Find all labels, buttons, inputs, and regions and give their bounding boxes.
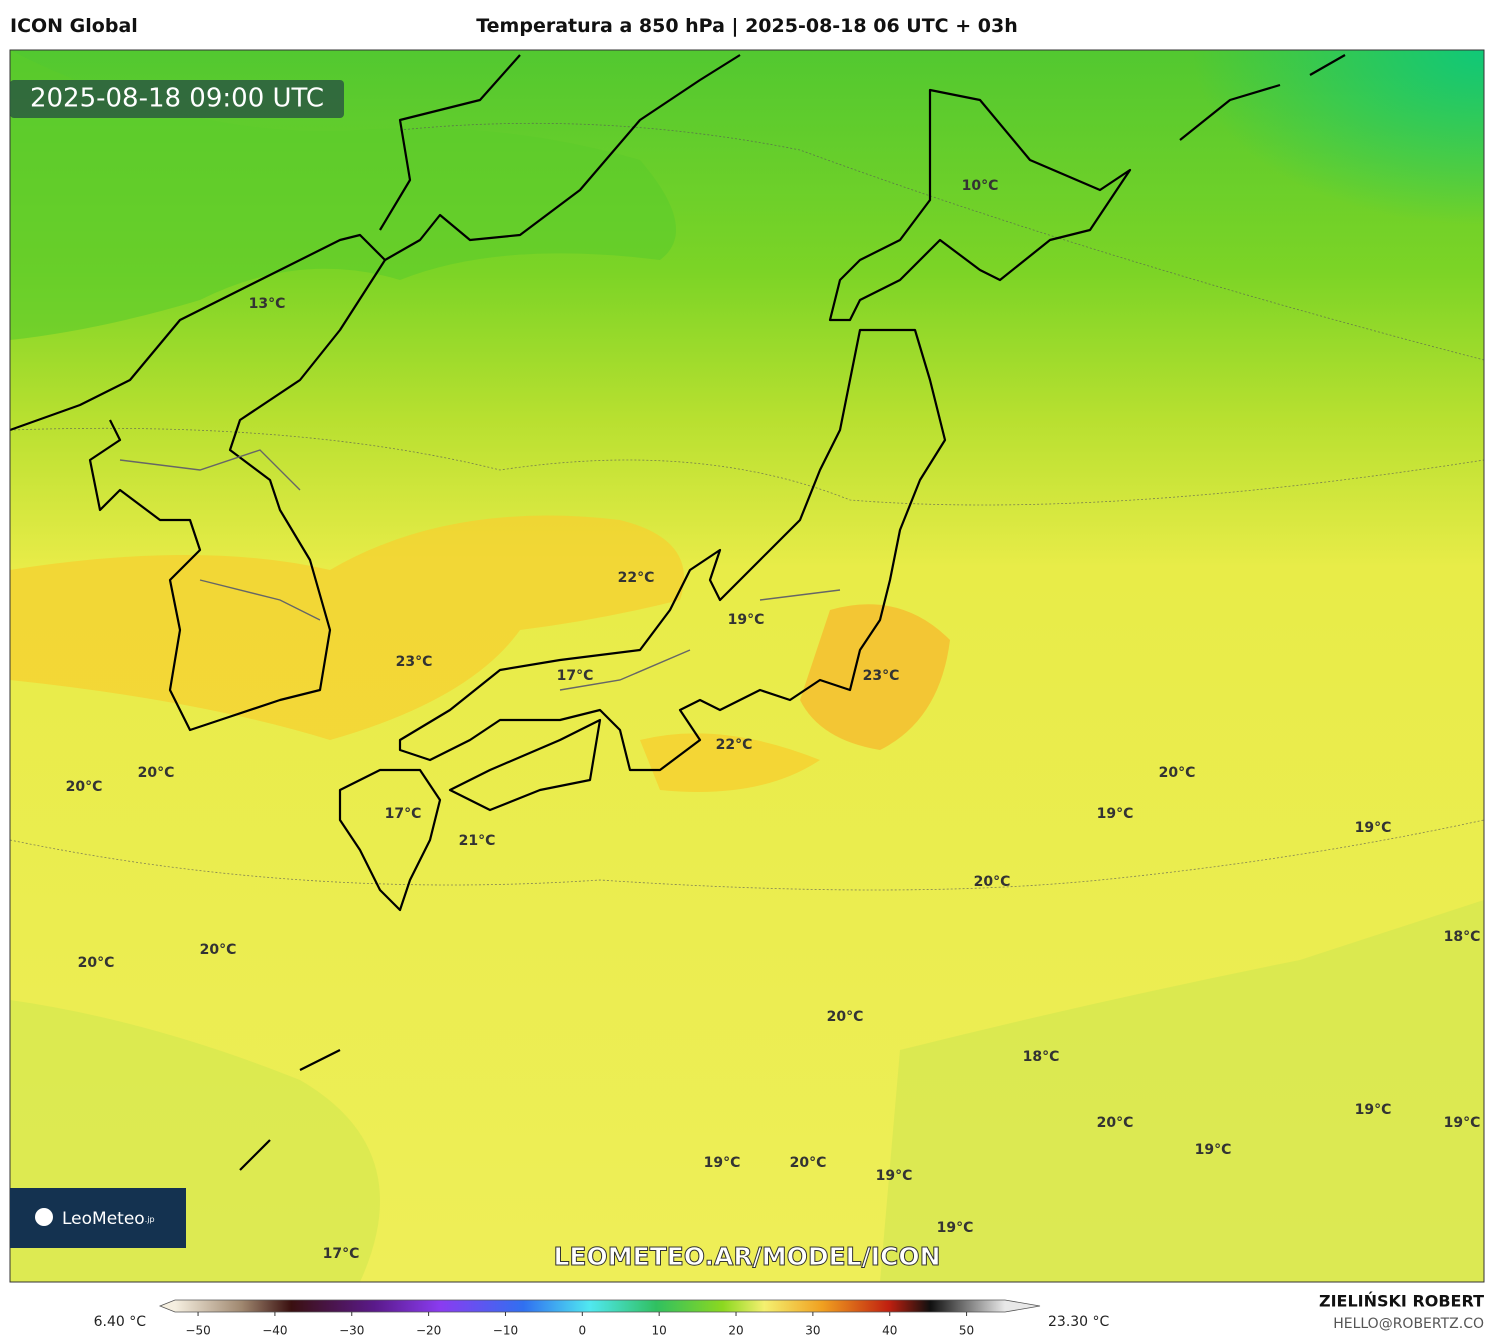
contour — [10, 427, 1484, 506]
temperature-label: 19°C — [704, 1155, 741, 1171]
temperature-label: 18°C — [1444, 929, 1481, 945]
colorbar-tick-label: 10 — [652, 1324, 667, 1338]
temperature-label: 20°C — [790, 1155, 827, 1171]
temperature-label: 17°C — [323, 1246, 360, 1262]
field-green — [10, 50, 676, 340]
field-cool — [880, 900, 1484, 1282]
temperature-label: 19°C — [1355, 1102, 1392, 1118]
colorbar-tick-label: 30 — [805, 1324, 820, 1338]
author: ZIELIŃSKI ROBERT — [1319, 1292, 1484, 1311]
email: HELLO@ROBERTZ.CO — [1333, 1316, 1484, 1332]
contour — [10, 819, 1484, 891]
temperature-label: 17°C — [385, 806, 422, 822]
map-title: Temperatura a 850 hPa | 2025-08-18 06 UT… — [476, 15, 1018, 37]
colorbar-tick-label: 40 — [882, 1324, 897, 1338]
temperature-label: 21°C — [459, 833, 496, 849]
temperature-label: 19°C — [728, 612, 765, 628]
coastline — [239, 1049, 341, 1171]
watermark: LEOMETEO.AR/MODEL/ICON — [553, 1242, 940, 1271]
temperature-label: 19°C — [1097, 806, 1134, 822]
colorbar-tick-label: 50 — [959, 1324, 974, 1338]
temperature-label: 20°C — [78, 955, 115, 971]
colorbar-tick-label: 0 — [578, 1324, 586, 1338]
logo-name: LeoMeteo — [62, 1209, 145, 1229]
temperature-label: 23°C — [863, 668, 900, 684]
logo-text: LeoMeteo.jp — [62, 1209, 155, 1229]
coastline — [1179, 54, 1346, 141]
temperature-label: 19°C — [876, 1168, 913, 1184]
map — [10, 50, 1484, 1282]
temperature-label: 17°C — [557, 668, 594, 684]
temperature-label: 10°C — [962, 178, 999, 194]
temperature-label: 18°C — [1023, 1049, 1060, 1065]
temperature-label: 20°C — [138, 765, 175, 781]
field-warm — [800, 604, 950, 750]
temperature-label: 13°C — [249, 296, 286, 312]
temperature-label: 20°C — [1159, 765, 1196, 781]
coastline — [379, 54, 521, 231]
temperature-label: 22°C — [618, 570, 655, 586]
colorbar-min: 6.40 °C — [94, 1314, 147, 1330]
admin-border — [119, 449, 841, 691]
temperature-label: 20°C — [827, 1009, 864, 1025]
temperature-label: 20°C — [974, 874, 1011, 890]
temperature-label: 19°C — [1355, 820, 1392, 836]
colorbar-tick-label: −30 — [339, 1324, 364, 1338]
temperature-label: 23°C — [396, 654, 433, 670]
temperature-label: 22°C — [716, 737, 753, 753]
field-warm — [640, 733, 820, 792]
colorbar-tick-label: −20 — [416, 1324, 441, 1338]
timestamp-box — [10, 80, 344, 118]
model-name: ICON Global — [10, 15, 138, 37]
field-cold — [900, 50, 1484, 400]
coastline — [88, 259, 386, 732]
temperature-label: 19°C — [937, 1220, 974, 1236]
temperature-label: 20°C — [200, 942, 237, 958]
colorbar-tick-label: −10 — [493, 1324, 518, 1338]
colorbar-ticks: −50 −40 −30 −20 −10 0 10 20 30 40 50 — [185, 1312, 974, 1338]
colorbar-tick-label: −40 — [262, 1324, 287, 1338]
temperature-label: 20°C — [66, 779, 103, 795]
coastline — [398, 328, 947, 772]
colorbar-tick-label: 20 — [728, 1324, 743, 1338]
colorbar-max: 23.30 °C — [1048, 1314, 1110, 1330]
coastline — [338, 768, 442, 912]
coastline — [448, 718, 602, 812]
timestamp: 2025-08-18 09:00 UTC — [30, 84, 324, 114]
colorbar-tick-label: −50 — [185, 1324, 210, 1338]
temperature-label: 19°C — [1444, 1115, 1481, 1131]
coastline — [828, 88, 1132, 322]
temperature-label: 20°C — [1097, 1115, 1134, 1131]
temperature-label: 19°C — [1195, 1142, 1232, 1158]
colorbar — [158, 1299, 1041, 1313]
temperature-labels: 13°C 10°C 22°C 19°C 23°C 17°C 23°C 22°C 20°C 20°C… — [66, 178, 1481, 1262]
map-frame — [9, 49, 1485, 1283]
logo-suffix: .jp — [145, 1215, 155, 1224]
logo-sun — [35, 1208, 53, 1226]
